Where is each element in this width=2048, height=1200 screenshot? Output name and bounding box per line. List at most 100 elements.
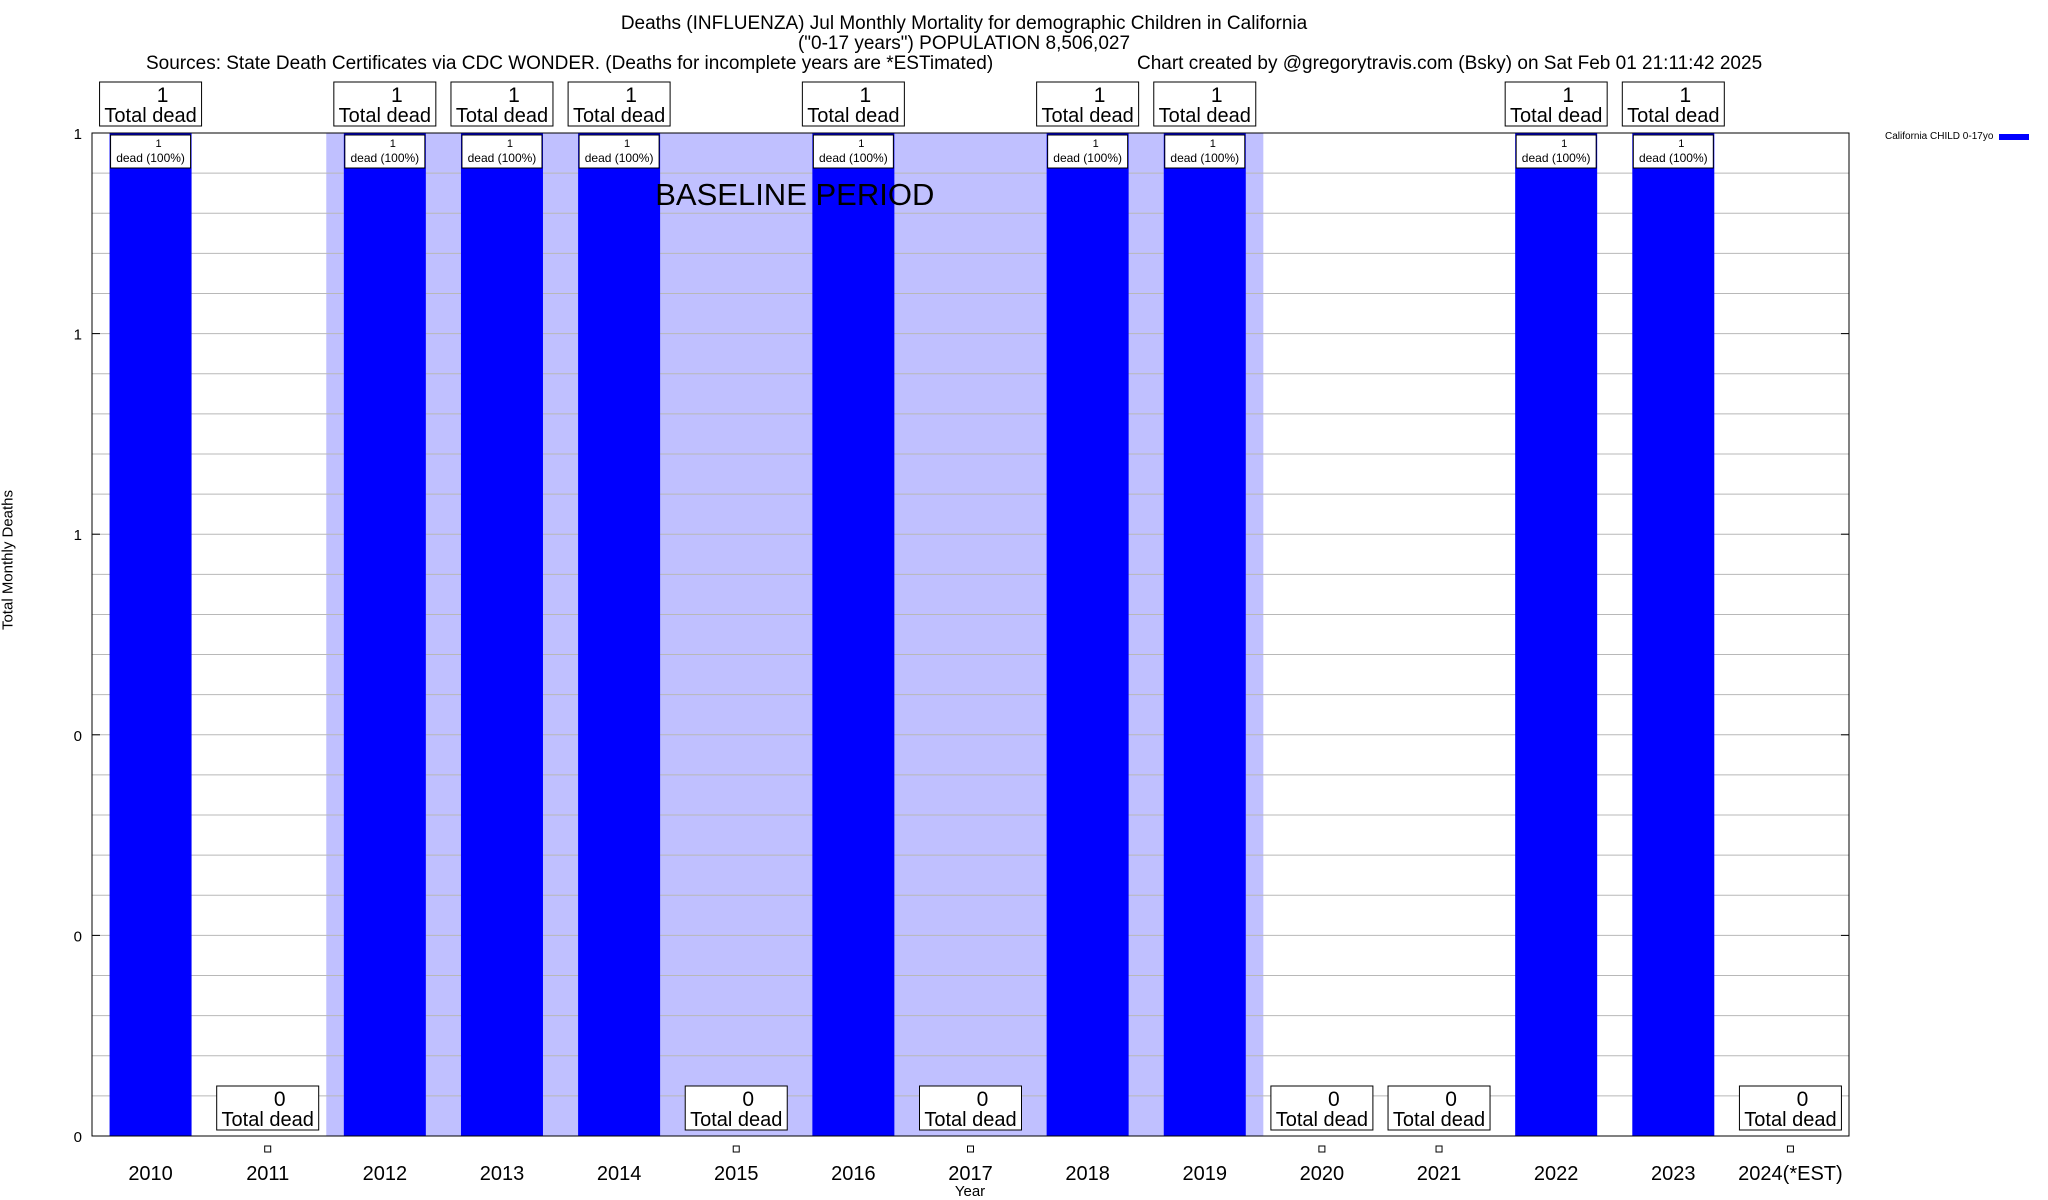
total-value-2024(*EST): 0	[1797, 1088, 1809, 1111]
bar-label-suffix-2013: dead (100%)	[468, 151, 537, 165]
total-box-2022	[1504, 81, 1608, 127]
bar-2019	[1163, 133, 1246, 1136]
bar-label-box-2019	[1164, 134, 1246, 169]
total-box-2011	[216, 1085, 320, 1131]
total-box-2016	[801, 81, 905, 127]
total-suffix-2021: Total dead	[1393, 1109, 1485, 1131]
x-tick-label-2016: 2016	[831, 1163, 876, 1185]
bar-label-suffix-2012: dead (100%)	[350, 151, 419, 165]
x-axis-label: Year	[954, 1183, 986, 1200]
total-suffix-2014: Total dead	[573, 105, 665, 127]
bar-label-box-2023	[1632, 134, 1714, 169]
chart-sources: Sources: State Death Certificates via CD…	[146, 53, 994, 74]
total-suffix-2013: Total dead	[456, 105, 548, 127]
bar-label-value-2012: 1	[390, 138, 396, 150]
total-box-2015	[684, 1085, 788, 1131]
total-suffix-2024(*EST): Total dead	[1744, 1109, 1836, 1131]
bar-label-box-2022	[1515, 134, 1597, 169]
bar-label-suffix-2019: dead (100%)	[1170, 151, 1239, 165]
bar-2013	[460, 133, 543, 1136]
total-value-2019: 1	[1211, 84, 1223, 107]
y-axis-label: Total Monthly Deaths	[0, 489, 17, 631]
legend: California CHILD 0-17yo	[1885, 131, 2030, 142]
x-tick-label-2023: 2023	[1651, 1163, 1696, 1185]
x-tick-label-2018: 2018	[1065, 1163, 1110, 1185]
bar-label-value-2016: 1	[858, 138, 864, 150]
total-value-2011: 0	[274, 1088, 286, 1111]
legend-swatch	[1999, 133, 2030, 140]
bar-label-box-2018	[1047, 134, 1129, 169]
legend-label: California CHILD 0-17yo	[1885, 131, 1994, 142]
y-tick-label: 1	[74, 126, 82, 143]
total-suffix-2020: Total dead	[1276, 1109, 1368, 1131]
total-value-2021: 0	[1445, 1088, 1457, 1111]
x-tick-label-2021: 2021	[1417, 1163, 1462, 1185]
x-tick-label-2012: 2012	[363, 1163, 408, 1185]
bar-label-value-2023: 1	[1678, 138, 1684, 150]
total-box-2023	[1621, 81, 1725, 127]
bar-2018	[1046, 133, 1129, 1136]
zero-marker-2011	[264, 1145, 272, 1153]
total-suffix-2010: Total dead	[104, 105, 196, 127]
total-box-2024(*EST)	[1738, 1085, 1842, 1131]
x-tick-label-2022: 2022	[1534, 1163, 1579, 1185]
total-box-2018	[1036, 81, 1140, 127]
bar-label-value-2022: 1	[1561, 138, 1567, 150]
total-box-2010	[99, 81, 203, 127]
bar-label-suffix-2010: dead (100%)	[116, 151, 185, 165]
chart-subtitle: ("0-17 years") POPULATION 8,506,027	[797, 33, 1131, 54]
bar-label-suffix-2016: dead (100%)	[819, 151, 888, 165]
bar-2012	[343, 133, 426, 1136]
total-value-2012: 1	[391, 84, 403, 107]
total-value-2017: 0	[977, 1088, 989, 1111]
bar-label-value-2010: 1	[156, 138, 162, 150]
total-value-2010: 1	[157, 84, 169, 107]
x-tick-label-2024(*EST): 2024(*EST)	[1738, 1163, 1843, 1185]
total-box-2020	[1270, 1085, 1374, 1131]
x-tick-label-2013: 2013	[480, 1163, 525, 1185]
total-suffix-2012: Total dead	[339, 105, 431, 127]
bar-label-box-2016	[812, 134, 894, 169]
total-box-2021	[1387, 1085, 1491, 1131]
x-tick-label-2010: 2010	[128, 1163, 173, 1185]
bar-2010	[109, 133, 192, 1136]
zero-marker-2017	[967, 1145, 974, 1153]
y-tick-label: 0	[74, 728, 82, 745]
chart-credit: Chart created by @gregorytravis.com (Bsk…	[1137, 53, 1763, 74]
x-tick-label-2014: 2014	[597, 1163, 642, 1185]
total-value-2014: 1	[625, 84, 637, 107]
total-value-2023: 1	[1679, 84, 1691, 107]
bar-label-box-2010	[110, 134, 192, 169]
total-suffix-2011: Total dead	[222, 1109, 314, 1131]
y-tick-label: 0	[74, 1129, 82, 1146]
total-suffix-2016: Total dead	[807, 105, 899, 127]
total-suffix-2018: Total dead	[1041, 105, 1133, 127]
bar-2023	[1632, 133, 1715, 1136]
bar-label-value-2018: 1	[1093, 138, 1099, 150]
plot-border	[91, 132, 1850, 1137]
x-tick-label-2015: 2015	[714, 1163, 759, 1185]
zero-marker-2021	[1435, 1145, 1443, 1153]
x-tick-label-2020: 2020	[1300, 1163, 1345, 1185]
total-value-2018: 1	[1094, 84, 1106, 107]
total-suffix-2022: Total dead	[1510, 105, 1602, 127]
zero-marker-2015	[732, 1145, 740, 1153]
chart-title: Deaths (INFLUENZA) Jul Monthly Mortality…	[620, 13, 1308, 34]
bar-label-suffix-2022: dead (100%)	[1522, 151, 1591, 165]
bar-2014	[578, 133, 661, 1136]
total-value-2020: 0	[1328, 1088, 1340, 1111]
bar-label-suffix-2018: dead (100%)	[1053, 151, 1122, 165]
total-suffix-2019: Total dead	[1159, 105, 1251, 127]
bar-2016	[812, 133, 895, 1136]
x-tick-label-2017: 2017	[948, 1163, 993, 1185]
total-suffix-2023: Total dead	[1627, 105, 1719, 127]
total-suffix-2017: Total dead	[924, 1109, 1016, 1131]
total-value-2016: 1	[860, 84, 872, 107]
total-box-2019	[1153, 81, 1257, 127]
y-tick-label: 0	[74, 928, 82, 945]
total-value-2022: 1	[1562, 84, 1574, 107]
total-box-2012	[333, 81, 437, 127]
bar-label-box-2014	[578, 134, 660, 169]
zero-marker-2020	[1318, 1145, 1326, 1153]
